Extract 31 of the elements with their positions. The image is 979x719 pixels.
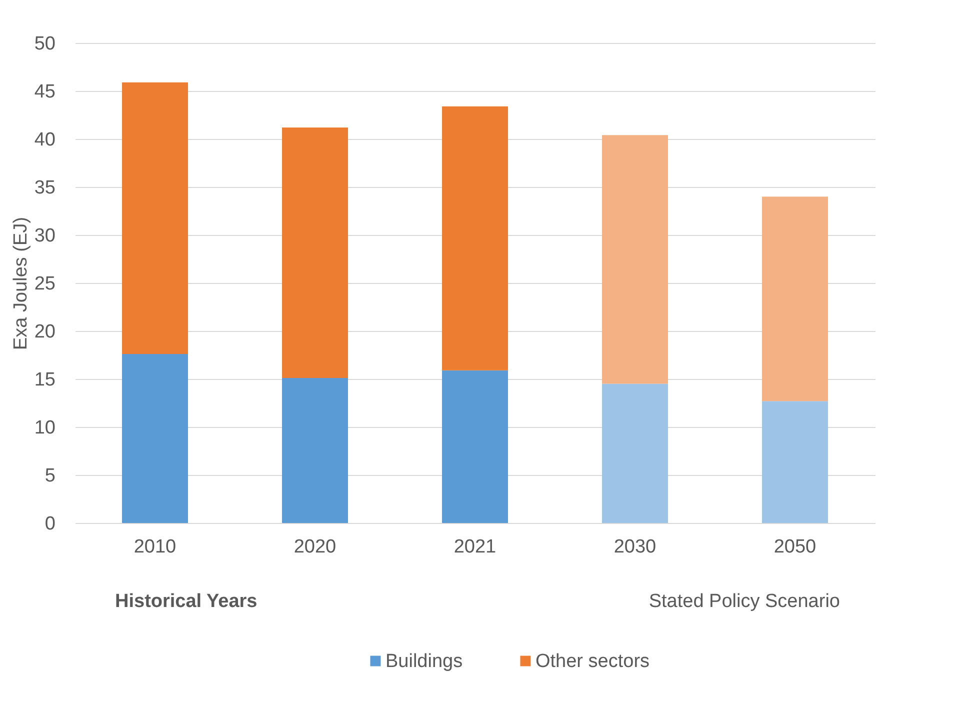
bar [442, 370, 508, 523]
x-tick-label: 2021 [454, 536, 496, 558]
y-tick-label: 35 [34, 178, 56, 198]
bar [442, 106, 508, 370]
bar [762, 401, 828, 523]
bar [762, 196, 828, 402]
y-tick-label: 25 [34, 274, 56, 294]
legend-label: Buildings [385, 651, 463, 672]
bar [122, 354, 188, 523]
y-tick-label: 20 [34, 322, 56, 342]
bar [282, 127, 348, 378]
y-tick-label: 10 [34, 418, 56, 438]
legend-label: Other sectors [535, 651, 650, 672]
y-axis-title: Exa Joules (EJ) [10, 216, 32, 350]
y-tick-label: 15 [34, 370, 56, 390]
bar [602, 135, 668, 384]
y-tick-label: 40 [34, 130, 56, 150]
bar [602, 384, 668, 523]
bar [122, 82, 188, 354]
x-tick-label: 2050 [774, 536, 816, 558]
y-tick-label: 45 [34, 82, 56, 102]
x-tick-label: 2030 [614, 536, 656, 558]
text: Historical Years [115, 591, 258, 612]
y-tick-label: 50 [34, 34, 56, 54]
y-tick-label: 0 [44, 514, 56, 534]
x-tick-label: 2020 [294, 536, 336, 558]
x-tick-label: 2010 [134, 536, 176, 558]
text: Stated Policy Scenario [648, 591, 840, 612]
y-tick-label: 30 [34, 226, 56, 246]
bar [282, 378, 348, 523]
y-tick-label: 5 [44, 466, 56, 486]
